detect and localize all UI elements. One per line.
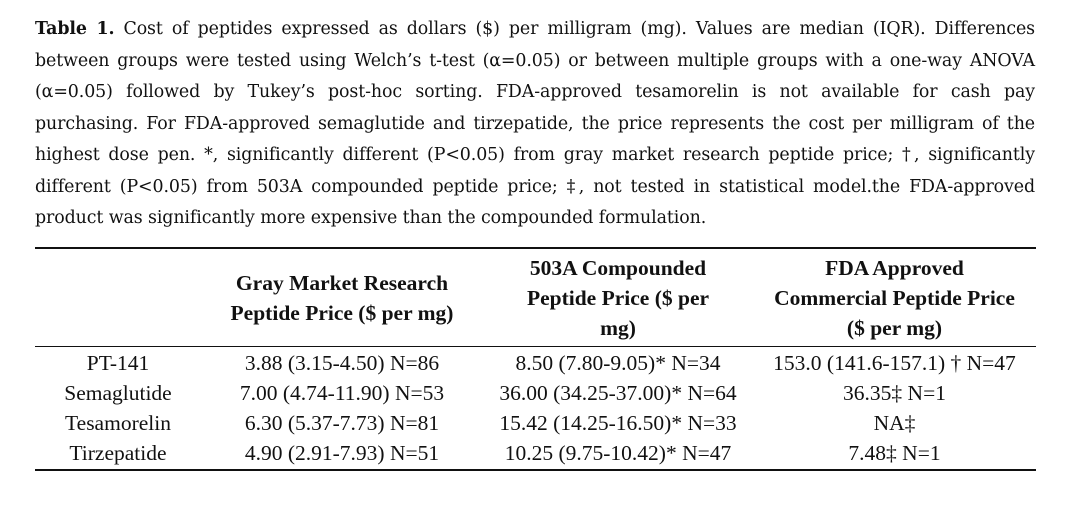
cell-503a-compounded: 8.50 (7.80-9.05)* N=34: [515, 351, 721, 375]
table-row: Semaglutide 7.00 (4.74-11.90) N=53 36.00…: [35, 378, 1036, 408]
row-peptide-name: Semaglutide: [64, 381, 172, 405]
header-peptide: [35, 248, 201, 347]
cell-503a-compounded: 10.25 (9.75-10.42)* N=47: [504, 441, 732, 465]
row-peptide-name: Tesamorelin: [65, 411, 171, 435]
peptide-cost-table: Gray Market Research Peptide Price ($ pe…: [35, 247, 1036, 471]
table-row: PT-141 3.88 (3.15-4.50) N=86 8.50 (7.80-…: [35, 347, 1036, 379]
cell-gray-market: 6.30 (5.37-7.73) N=81: [244, 411, 440, 435]
table-caption-text: Cost of peptides expressed as dollars ($…: [35, 19, 1035, 228]
cell-fda-approved: 36.35‡ N=1: [843, 381, 946, 405]
header-fda-approved-price: FDA Approved Commercial Peptide Price ($…: [753, 248, 1036, 347]
cell-gray-market: 4.90 (2.91-7.93) N=51: [244, 441, 440, 465]
table-row: Tirzepatide 4.90 (2.91-7.93) N=51 10.25 …: [35, 438, 1036, 470]
cell-503a-compounded: 15.42 (14.25-16.50)* N=33: [499, 411, 737, 435]
row-peptide-name: PT-141: [86, 351, 150, 375]
cell-fda-approved: 7.48‡ N=1: [848, 441, 941, 465]
header-gray-market-price: Gray Market Research Peptide Price ($ pe…: [201, 248, 483, 347]
table-caption-label: Table 1.: [35, 19, 115, 39]
header-503a-compounded-price: 503A Compounded Peptide Price ($ per mg): [483, 248, 753, 347]
cell-fda-approved: NA‡: [873, 411, 916, 435]
cell-fda-approved: 153.0 (141.6-157.1) † N=47: [773, 351, 1016, 375]
cell-gray-market: 3.88 (3.15-4.50) N=86: [244, 351, 440, 375]
cell-503a-compounded: 36.00 (34.25-37.00)* N=64: [499, 381, 737, 405]
table-caption: Table 1. Cost of peptides expressed as d…: [35, 14, 1035, 235]
row-peptide-name: Tirzepatide: [69, 441, 167, 465]
cell-gray-market: 7.00 (4.74-11.90) N=53: [239, 381, 445, 405]
table-row: Tesamorelin 6.30 (5.37-7.73) N=81 15.42 …: [35, 408, 1036, 438]
table-header-row: Gray Market Research Peptide Price ($ pe…: [35, 248, 1036, 347]
